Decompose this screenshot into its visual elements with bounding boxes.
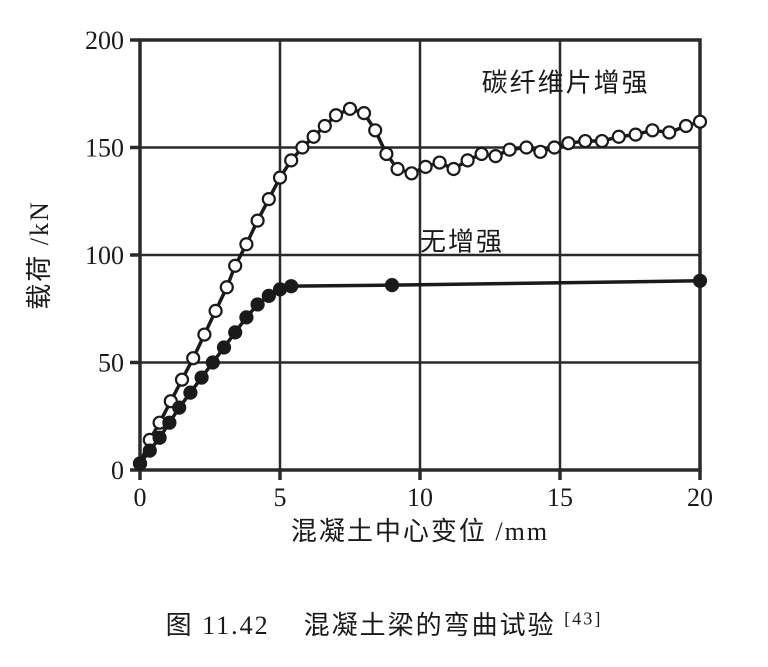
series-marker-carbon-fiber-reinforced xyxy=(420,161,432,173)
caption-citation: [43] xyxy=(564,608,602,628)
series-marker-carbon-fiber-reinforced xyxy=(358,107,370,119)
series-marker-not-reinforced xyxy=(144,445,156,457)
series-marker-carbon-fiber-reinforced xyxy=(221,281,233,293)
series-marker-not-reinforced xyxy=(173,402,185,414)
svg-text:混凝土中心变位 /mm: 混凝土中心变位 /mm xyxy=(291,517,549,546)
caption-prefix: 图 11.42 xyxy=(166,611,270,640)
svg-text:0: 0 xyxy=(111,456,124,485)
series-marker-not-reinforced xyxy=(694,275,706,287)
series-marker-not-reinforced xyxy=(252,298,264,310)
series-marker-carbon-fiber-reinforced xyxy=(596,135,608,147)
series-marker-carbon-fiber-reinforced xyxy=(434,157,446,169)
svg-text:50: 50 xyxy=(98,349,124,378)
series-marker-carbon-fiber-reinforced xyxy=(187,352,199,364)
figure-container: 05101520050100150200混凝土中心变位 /mm载荷 /kN碳纤维… xyxy=(0,0,768,667)
series-marker-carbon-fiber-reinforced xyxy=(308,131,320,143)
series-marker-carbon-fiber-reinforced xyxy=(534,146,546,158)
svg-text:10: 10 xyxy=(407,483,433,512)
svg-text:5: 5 xyxy=(274,483,287,512)
series-marker-carbon-fiber-reinforced xyxy=(240,238,252,250)
series-marker-not-reinforced xyxy=(285,280,297,292)
svg-text:0: 0 xyxy=(134,483,147,512)
series-marker-carbon-fiber-reinforced xyxy=(448,163,460,175)
series-marker-not-reinforced xyxy=(134,458,146,470)
series-marker-carbon-fiber-reinforced xyxy=(476,148,488,160)
series-marker-carbon-fiber-reinforced xyxy=(579,135,591,147)
series-marker-carbon-fiber-reinforced xyxy=(210,305,222,317)
svg-text:20: 20 xyxy=(687,483,713,512)
series-marker-carbon-fiber-reinforced xyxy=(380,148,392,160)
series-marker-not-reinforced xyxy=(218,341,230,353)
chart-plot: 05101520050100150200混凝土中心变位 /mm载荷 /kN碳纤维… xyxy=(0,0,768,600)
series-marker-carbon-fiber-reinforced xyxy=(562,137,574,149)
series-marker-carbon-fiber-reinforced xyxy=(319,120,331,132)
series-marker-carbon-fiber-reinforced xyxy=(296,142,308,154)
series-marker-not-reinforced xyxy=(207,357,219,369)
series-label-not-reinforced: 无增强 xyxy=(420,228,504,257)
series-marker-carbon-fiber-reinforced xyxy=(663,126,675,138)
series-marker-carbon-fiber-reinforced xyxy=(490,150,502,162)
series-marker-carbon-fiber-reinforced xyxy=(198,329,210,341)
svg-text:100: 100 xyxy=(85,241,124,270)
series-marker-carbon-fiber-reinforced xyxy=(330,109,342,121)
series-marker-not-reinforced xyxy=(229,326,241,338)
series-marker-carbon-fiber-reinforced xyxy=(462,154,474,166)
series-marker-carbon-fiber-reinforced xyxy=(680,120,692,132)
figure-caption: 图 11.42 混凝土梁的弯曲试验 [43] xyxy=(0,605,768,642)
series-marker-carbon-fiber-reinforced xyxy=(274,172,286,184)
series-marker-carbon-fiber-reinforced xyxy=(613,131,625,143)
series-marker-carbon-fiber-reinforced xyxy=(392,163,404,175)
svg-text:150: 150 xyxy=(85,134,124,163)
series-marker-carbon-fiber-reinforced xyxy=(369,124,381,136)
series-marker-carbon-fiber-reinforced xyxy=(548,142,560,154)
series-marker-carbon-fiber-reinforced xyxy=(252,215,264,227)
series-label-carbon-fiber-reinforced: 碳纤维片增强 xyxy=(482,69,650,98)
series-marker-not-reinforced xyxy=(196,372,208,384)
series-marker-not-reinforced xyxy=(163,417,175,429)
svg-text:15: 15 xyxy=(547,483,573,512)
series-marker-not-reinforced xyxy=(386,279,398,291)
series-marker-carbon-fiber-reinforced xyxy=(344,103,356,115)
series-marker-not-reinforced xyxy=(263,290,275,302)
series-marker-carbon-fiber-reinforced xyxy=(520,142,532,154)
svg-text:200: 200 xyxy=(85,26,124,55)
caption-text: 混凝土梁的弯曲试验 xyxy=(304,611,556,640)
series-marker-carbon-fiber-reinforced xyxy=(504,144,516,156)
series-marker-not-reinforced xyxy=(154,432,166,444)
series-marker-carbon-fiber-reinforced xyxy=(263,193,275,205)
series-marker-carbon-fiber-reinforced xyxy=(176,374,188,386)
series-marker-carbon-fiber-reinforced xyxy=(694,116,706,128)
series-marker-not-reinforced xyxy=(240,311,252,323)
series-marker-carbon-fiber-reinforced xyxy=(406,167,418,179)
svg-text:载荷 /kN: 载荷 /kN xyxy=(25,200,54,310)
series-marker-carbon-fiber-reinforced xyxy=(630,129,642,141)
series-marker-carbon-fiber-reinforced xyxy=(229,260,241,272)
series-marker-not-reinforced xyxy=(184,387,196,399)
series-marker-carbon-fiber-reinforced xyxy=(285,154,297,166)
series-marker-carbon-fiber-reinforced xyxy=(646,124,658,136)
